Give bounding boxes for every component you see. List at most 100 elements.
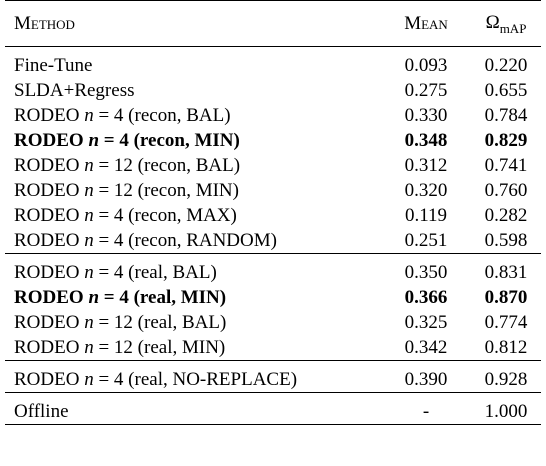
table-row: RODEO n = 12 (recon, MIN) 0.320 0.760 [5, 178, 541, 203]
equals-sign: = [98, 180, 110, 201]
method-config: (recon, MAX) [128, 205, 237, 226]
n-variable: n [84, 205, 94, 226]
method-config: (real, BAL) [137, 312, 227, 333]
table-row: RODEO n = 4 (real, BAL) 0.350 0.831 [5, 253, 541, 286]
method-config: (recon, MIN) [133, 130, 240, 151]
method-config: (real, MIN) [137, 337, 226, 358]
mean-cell: 0.320 [404, 180, 448, 201]
header-row: Method Mean ΩmAP [5, 0, 541, 47]
equals-sign: = [98, 369, 110, 390]
n-variable: n [84, 312, 94, 333]
mean-cell: 0.312 [404, 155, 448, 176]
method-cell: RODEO n = 4 (real, MIN) [5, 285, 381, 310]
omega-subscript: mAP [499, 21, 527, 36]
method-cell: RODEO n = 12 (real, BAL) [5, 310, 381, 335]
method-cell: RODEO n = 12 (real, MIN) [5, 335, 381, 361]
method-cell: Offline [5, 393, 381, 425]
method-config: (real, MIN) [133, 287, 227, 308]
omega-cell: 0.655 [484, 80, 528, 101]
table-row: RODEO n = 4 (recon, MIN) 0.348 0.829 [5, 128, 541, 153]
equals-sign: = [98, 262, 110, 283]
method-name: RODEO [14, 262, 80, 283]
method-name: RODEO [14, 180, 80, 201]
n-value: 12 [113, 155, 133, 176]
mean-cell: 0.325 [404, 312, 448, 333]
n-variable: n [84, 180, 94, 201]
n-variable: n [84, 337, 94, 358]
table-row: SLDA+Regress 0.275 0.655 [5, 78, 541, 103]
table-row: RODEO n = 4 (recon, RANDOM) 0.251 0.598 [5, 228, 541, 254]
omega-cell: 0.741 [484, 155, 528, 176]
method-cell: RODEO n = 4 (real, NO-REPLACE) [5, 361, 381, 393]
omega-cell: 0.784 [484, 105, 528, 126]
n-value: 12 [113, 312, 133, 333]
method-name: RODEO [14, 337, 80, 358]
table-row: RODEO n = 4 (recon, MAX) 0.119 0.282 [5, 203, 541, 228]
table-row: RODEO n = 4 (recon, BAL) 0.330 0.784 [5, 103, 541, 128]
method-cell: RODEO n = 4 (real, BAL) [5, 254, 381, 286]
mean-cell: 0.350 [404, 262, 448, 283]
mean-cell: 0.093 [404, 55, 448, 76]
n-variable: n [84, 155, 94, 176]
omega-cell: 0.870 [484, 287, 528, 308]
mean-cell: 0.390 [404, 369, 448, 390]
n-value: 4 [119, 130, 129, 151]
method-name: RODEO [14, 130, 84, 151]
results-table: Method Mean ΩmAP Fine-Tune 0.093 0.220 SLDA… [5, 0, 541, 425]
n-variable: n [88, 130, 100, 151]
n-variable: n [84, 369, 94, 390]
table-row: RODEO n = 4 (real, NO-REPLACE) 0.390 0.928 [5, 360, 541, 393]
n-variable: n [84, 230, 94, 251]
n-value: 4 [113, 105, 124, 126]
method-name: Offline [14, 401, 69, 422]
omega-cell: 0.760 [484, 180, 528, 201]
table-row: Fine-Tune 0.093 0.220 [5, 46, 541, 79]
method-name: RODEO [14, 312, 80, 333]
table-row: RODEO n = 12 (recon, BAL) 0.312 0.741 [5, 153, 541, 178]
n-value: 4 [119, 287, 129, 308]
method-name: RODEO [14, 369, 80, 390]
mean-cell: 0.275 [404, 80, 448, 101]
table-row: Offline - 1.000 [5, 392, 541, 425]
method-cell: RODEO n = 4 (recon, BAL) [5, 103, 381, 128]
mean-cell: 0.330 [404, 105, 448, 126]
n-variable: n [84, 262, 94, 283]
omega-cell: 0.282 [484, 205, 528, 226]
n-value: 4 [113, 230, 124, 251]
method-cell: RODEO n = 12 (recon, BAL) [5, 153, 381, 178]
equals-sign: = [98, 312, 110, 333]
omega-cell: 0.812 [484, 337, 528, 358]
header-omega: ΩmAP [471, 1, 541, 47]
method-name: RODEO [14, 230, 80, 251]
table-row: RODEO n = 4 (real, MIN) 0.366 0.870 [5, 285, 541, 310]
method-name: RODEO [14, 205, 80, 226]
method-cell: SLDA+Regress [5, 78, 381, 103]
equals-sign: = [98, 205, 110, 226]
n-value: 4 [113, 262, 124, 283]
equals-sign: = [103, 130, 115, 151]
mean-cell: 0.251 [404, 230, 448, 251]
table-row: RODEO n = 12 (real, MIN) 0.342 0.812 [5, 335, 541, 361]
mean-cell: 0.366 [404, 287, 448, 308]
equals-sign: = [98, 230, 110, 251]
method-cell: RODEO n = 12 (recon, MIN) [5, 178, 381, 203]
n-value: 12 [113, 180, 133, 201]
omega-symbol: Ω [485, 12, 500, 33]
omega-cell: 0.831 [484, 262, 528, 283]
method-config: (recon, RANDOM) [128, 230, 277, 251]
equals-sign: = [98, 337, 110, 358]
method-config: (real, NO-REPLACE) [128, 369, 298, 390]
method-config: (recon, MIN) [137, 180, 239, 201]
method-config: (recon, BAL) [128, 105, 231, 126]
method-config: (real, BAL) [128, 262, 217, 283]
omega-cell: 0.598 [484, 230, 528, 251]
method-name: RODEO [14, 105, 80, 126]
n-variable: n [84, 105, 94, 126]
method-name: Fine-Tune [14, 55, 93, 76]
omega-cell: 0.829 [484, 130, 528, 151]
n-value: 4 [113, 369, 124, 390]
n-value: 12 [113, 337, 133, 358]
n-variable: n [88, 287, 100, 308]
omega-cell: 0.928 [484, 369, 528, 390]
method-cell: RODEO n = 4 (recon, RANDOM) [5, 228, 381, 254]
